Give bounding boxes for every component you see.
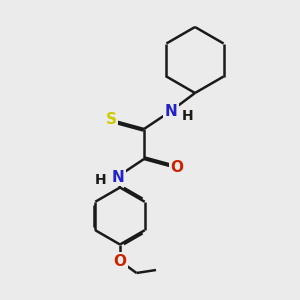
Text: H: H [182, 109, 193, 122]
Text: H: H [95, 173, 106, 187]
Text: S: S [106, 112, 116, 128]
Text: N: N [165, 103, 177, 118]
Text: O: O [113, 254, 127, 268]
Text: N: N [112, 169, 125, 184]
Text: O: O [170, 160, 184, 175]
